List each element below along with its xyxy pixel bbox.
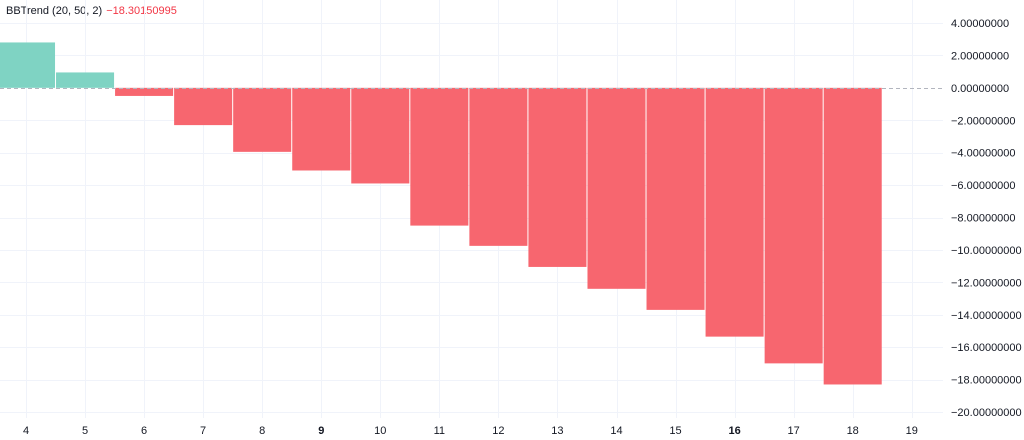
histogram-bar: [469, 87, 528, 246]
x-axis-tick-label: 12: [492, 425, 504, 437]
histogram-bar: [764, 87, 823, 364]
x-axis-tick-label: 17: [787, 425, 799, 437]
y-axis-tick-label: −16.00000000: [951, 342, 1022, 354]
histogram-bar: [115, 87, 174, 96]
y-axis-tick-label: 2.00000000: [951, 50, 1009, 62]
histogram-bar: [587, 87, 646, 289]
x-axis-tick-label: 14: [610, 425, 622, 437]
histogram-bar: [233, 87, 292, 152]
x-axis-tick-label: 15: [669, 425, 681, 437]
histogram-bar: [292, 87, 351, 171]
histogram-bar: [174, 87, 233, 126]
histogram-bar: [0, 42, 56, 88]
histogram-bar: [56, 72, 115, 88]
x-axis-tick-label: 11: [434, 425, 445, 437]
x-axis-tick-label: 10: [374, 425, 386, 437]
histogram-bar: [351, 87, 410, 184]
x-axis-tick-label: 19: [906, 425, 918, 437]
histogram-bar: [646, 87, 705, 310]
x-axis-tick-label: 13: [551, 425, 563, 437]
y-axis-tick-label: 4.00000000: [951, 18, 1009, 30]
histogram-bar: [705, 87, 764, 337]
x-axis-tick-label: 5: [82, 425, 88, 437]
y-axis-tick-label: −14.00000000: [951, 310, 1022, 322]
y-axis-tick-label: 0.00000000: [951, 83, 1009, 95]
y-axis-tick-label: −6.00000000: [951, 180, 1016, 192]
x-axis-tick-label: 18: [847, 425, 859, 437]
y-axis-tick-label: −18.00000000: [951, 375, 1022, 387]
y-axis-tick-label: −20.00000000: [951, 407, 1022, 419]
indicator-name: BBTrend (20, 50, 2): [6, 5, 103, 17]
histogram-bar: [410, 87, 469, 226]
y-axis-tick-label: −4.00000000: [951, 148, 1016, 160]
histogram-bar: [823, 87, 882, 385]
x-axis-tick-label: 16: [728, 425, 740, 437]
x-axis-tick-label: 4: [23, 425, 29, 437]
x-axis-tick-label: 9: [318, 425, 324, 437]
x-axis-tick-label: 6: [141, 425, 147, 437]
x-axis-tick-label: 8: [259, 425, 265, 437]
y-axis-tick-label: −2.00000000: [951, 115, 1016, 127]
y-axis-tick-label: −8.00000000: [951, 213, 1016, 225]
histogram-bar: [528, 87, 587, 267]
x-axis-tick-label: 7: [200, 425, 206, 437]
indicator-legend[interactable]: BBTrend (20, 50, 2) −18.30150995: [6, 4, 177, 18]
indicator-value: −18.30150995: [106, 5, 177, 17]
y-axis-tick-label: −10.00000000: [951, 245, 1022, 257]
y-axis-tick-label: −12.00000000: [951, 277, 1022, 289]
